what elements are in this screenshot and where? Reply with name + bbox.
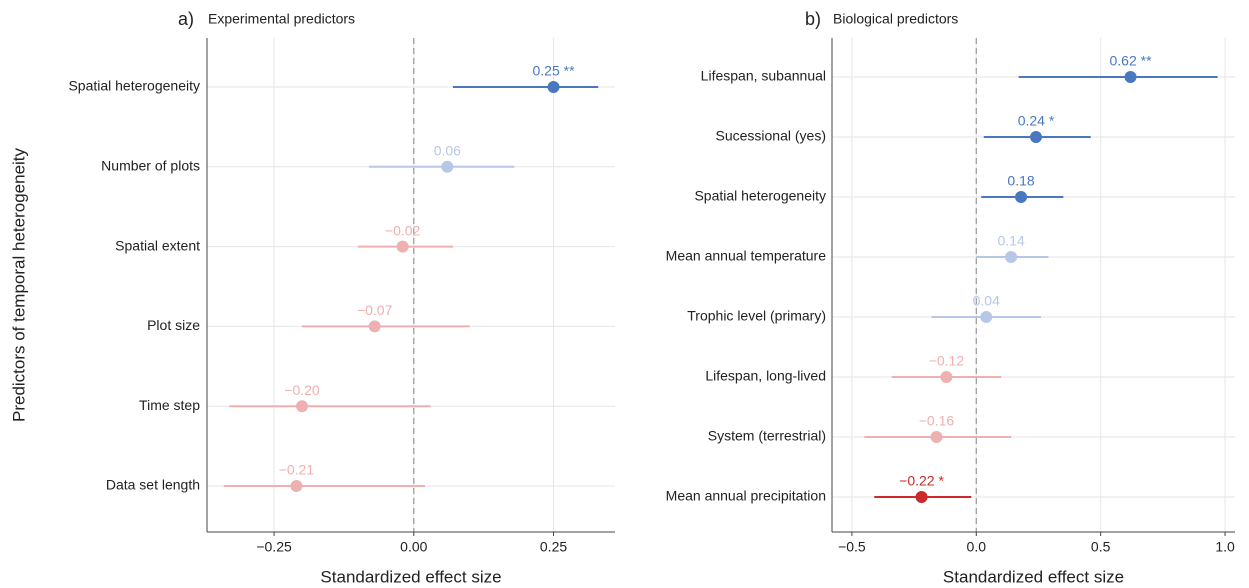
- x-axis-label: Standardized effect size: [320, 567, 501, 586]
- x-tick-label: 0.0: [967, 539, 987, 555]
- point-estimate: [547, 81, 560, 93]
- value-label: −0.02: [385, 222, 421, 238]
- y-tick-label: Data set length: [106, 477, 200, 493]
- point-estimate: [930, 431, 943, 443]
- y-tick-label: Spatial heterogeneity: [694, 188, 826, 204]
- y-tick-label: System (terrestrial): [708, 428, 826, 444]
- value-label: 0.18: [1007, 173, 1034, 189]
- x-tick-label: −0.5: [838, 539, 866, 555]
- value-label: −0.22 *: [899, 473, 944, 489]
- y-tick-label: Plot size: [147, 317, 200, 333]
- point-estimate: [1029, 131, 1042, 143]
- y-tick-label: Mean annual precipitation: [666, 488, 826, 504]
- y-axis-label: Predictors of temporal heterogeneity: [9, 147, 28, 422]
- point-estimate: [1015, 191, 1028, 203]
- y-tick-label: Sucessional (yes): [716, 128, 827, 144]
- point-estimate: [396, 240, 409, 253]
- value-label: 0.25 **: [532, 63, 575, 79]
- y-tick-label: Spatial heterogeneity: [68, 78, 200, 94]
- value-label: −0.07: [357, 302, 393, 318]
- x-axis-label: Standardized effect size: [943, 567, 1124, 586]
- point-estimate: [441, 160, 454, 173]
- y-tick-label: Mean annual temperature: [666, 248, 827, 264]
- y-tick-label: Spatial extent: [115, 237, 200, 253]
- point-estimate: [296, 400, 309, 413]
- panel-tag: b): [805, 9, 821, 29]
- point-estimate: [980, 311, 993, 323]
- y-tick-label: Trophic level (primary): [687, 308, 826, 324]
- y-tick-label: Number of plots: [101, 158, 200, 174]
- panel-title: Biological predictors: [833, 11, 958, 27]
- value-label: −0.21: [279, 462, 315, 478]
- point-estimate: [1124, 71, 1137, 83]
- point-estimate: [290, 480, 303, 492]
- y-tick-label: Lifespan, long-lived: [705, 368, 826, 384]
- point-estimate: [940, 371, 953, 383]
- value-label: −0.20: [284, 382, 320, 398]
- y-tick-label: Time step: [139, 397, 200, 413]
- point-estimate: [368, 320, 381, 333]
- value-label: −0.12: [929, 353, 965, 369]
- value-label: 0.24 *: [1018, 113, 1055, 129]
- x-tick-label: 0.00: [400, 539, 427, 555]
- x-tick-label: 0.25: [540, 539, 567, 555]
- y-tick-label: Lifespan, subannual: [701, 68, 826, 84]
- point-estimate: [915, 491, 928, 503]
- point-estimate: [1005, 251, 1018, 263]
- value-label: 0.14: [997, 233, 1024, 249]
- x-tick-label: −0.25: [256, 539, 292, 555]
- panel-tag: a): [178, 9, 194, 29]
- value-label: 0.06: [434, 143, 461, 159]
- value-label: 0.62 **: [1109, 53, 1152, 69]
- x-tick-label: 0.5: [1091, 539, 1111, 555]
- panel-title: Experimental predictors: [208, 11, 355, 27]
- x-tick-label: 1.0: [1215, 539, 1235, 555]
- value-label: −0.16: [919, 413, 955, 429]
- value-label: 0.04: [973, 293, 1000, 309]
